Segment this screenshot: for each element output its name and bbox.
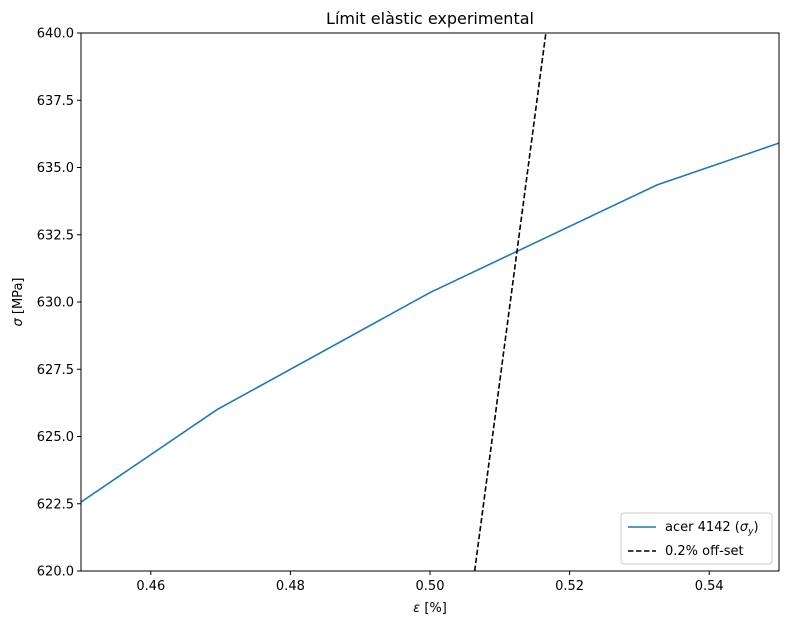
series-line-acer-4142 — [81, 142, 779, 504]
plot-area — [80, 32, 780, 572]
x-axis: 0.46 0.48 0.50 0.52 0.54 — [136, 571, 724, 594]
y-tick-label: 620.0 — [37, 565, 74, 580]
y-tick-label: 632.5 — [37, 228, 74, 243]
x-tick-label: 0.54 — [695, 579, 724, 594]
y-axis-label: σ [MPa] — [11, 278, 26, 327]
legend: acer 4142 (σy) 0.2% off-set — [620, 512, 773, 565]
x-tick-label: 0.50 — [416, 579, 445, 594]
y-tick-label: 640.0 — [37, 27, 74, 42]
series-layer — [81, 33, 779, 571]
y-tick-label: 635.0 — [37, 161, 74, 176]
x-tick-label: 0.48 — [276, 579, 305, 594]
x-axis-label: ε [%] — [413, 601, 447, 616]
y-tick-label: 622.5 — [37, 497, 74, 512]
plot-frame — [80, 32, 780, 572]
y-tick-label: 630.0 — [37, 296, 74, 311]
series-line-offset — [473, 33, 547, 571]
x-tick-label: 0.52 — [555, 579, 584, 594]
x-tick-label: 0.46 — [136, 579, 165, 594]
y-axis: 620.0 622.5 625.0 627.5 630.0 632.5 635.0 637.5… — [37, 27, 81, 580]
legend-label-acer: acer 4142 (σy) — [665, 520, 759, 537]
y-tick-label: 627.5 — [37, 363, 74, 378]
y-tick-label: 637.5 — [37, 94, 74, 109]
legend-box — [620, 512, 773, 565]
legend-label-offset: 0.2% off-set — [665, 544, 744, 559]
chart-title: Límit elàstic experimental — [326, 9, 534, 28]
y-tick-label: 625.0 — [37, 430, 74, 445]
